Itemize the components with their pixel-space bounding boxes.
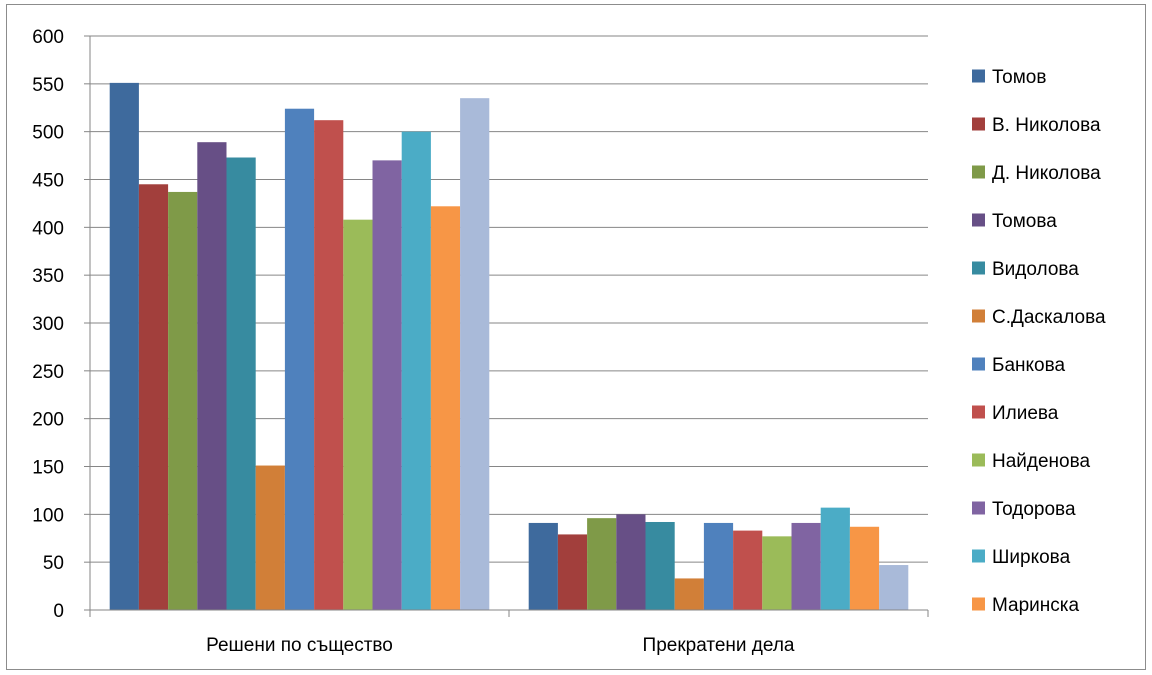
legend-label: Илиева <box>992 403 1059 424</box>
bar <box>430 206 461 611</box>
bar <box>557 534 588 610</box>
legend: Томов В. Николова Д. Николова Томова Видолов… <box>972 67 1106 616</box>
bar <box>343 219 373 610</box>
legend-swatch <box>972 453 985 467</box>
legend-label: С.Даскалова <box>992 307 1106 328</box>
bar <box>674 578 704 610</box>
legend-swatch <box>972 213 985 227</box>
bar <box>460 98 490 611</box>
bar <box>372 160 402 610</box>
y-tick-label: 400 <box>32 218 64 239</box>
legend-swatch <box>972 117 985 131</box>
bar <box>197 142 227 610</box>
bar <box>703 522 734 610</box>
legend-label: Д. Николова <box>992 163 1101 184</box>
legend-swatch <box>972 69 985 83</box>
legend-label: Томова <box>992 211 1057 232</box>
legend-label: Маринска <box>992 595 1080 616</box>
legend-swatch <box>972 309 985 323</box>
bar <box>791 522 821 610</box>
bar <box>138 184 169 610</box>
bar <box>645 521 675 610</box>
y-tick-label: 0 <box>53 601 64 622</box>
bar <box>168 191 198 610</box>
legend-label: В. Николова <box>992 115 1101 136</box>
y-tick-label: 450 <box>32 171 64 192</box>
bar <box>255 465 285 610</box>
y-tick-label: 600 <box>32 27 64 48</box>
legend-swatch <box>972 597 985 611</box>
legend-label: Найденова <box>992 451 1090 472</box>
legend-label: Томов <box>992 67 1046 88</box>
bar <box>733 530 763 610</box>
y-tick-label: 250 <box>32 362 64 383</box>
y-tick-label: 50 <box>43 553 64 574</box>
y-axis-ticks: 0 50 100 150 200 250 300 350 400 450 500 550 600 <box>32 27 90 622</box>
bar <box>820 507 850 610</box>
bar <box>284 108 315 611</box>
bars <box>109 82 909 611</box>
legend-label: Тодорова <box>992 499 1076 520</box>
bar <box>314 120 344 610</box>
y-tick-label: 550 <box>32 75 64 96</box>
y-tick-label: 150 <box>32 458 64 479</box>
bar <box>879 565 909 610</box>
y-tick-label: 100 <box>32 505 64 526</box>
bar <box>849 526 880 610</box>
x-category-label: Прекратени дела <box>643 635 795 656</box>
legend-swatch <box>972 357 985 371</box>
y-tick-label: 500 <box>32 123 64 144</box>
y-tick-label: 300 <box>32 314 64 335</box>
bar <box>587 518 617 610</box>
legend-swatch <box>972 405 985 419</box>
legend-swatch <box>972 165 985 179</box>
y-tick-label: 200 <box>32 410 64 431</box>
bar <box>401 131 431 611</box>
legend-swatch <box>972 549 985 563</box>
legend-swatch <box>972 501 985 515</box>
legend-label: Видолова <box>992 259 1079 280</box>
bar <box>762 536 792 610</box>
bar <box>226 157 256 610</box>
bar <box>109 82 139 610</box>
legend-label: Ширкова <box>992 547 1071 568</box>
axes <box>89 36 929 617</box>
legend-label: Банкова <box>992 355 1066 376</box>
bar <box>616 514 646 610</box>
x-category-label: Решени по същество <box>206 635 393 656</box>
legend-swatch <box>972 261 985 275</box>
bar <box>528 522 558 610</box>
x-axis-categories: Решени по същество Прекратени дела <box>206 635 795 656</box>
y-tick-label: 350 <box>32 266 64 287</box>
